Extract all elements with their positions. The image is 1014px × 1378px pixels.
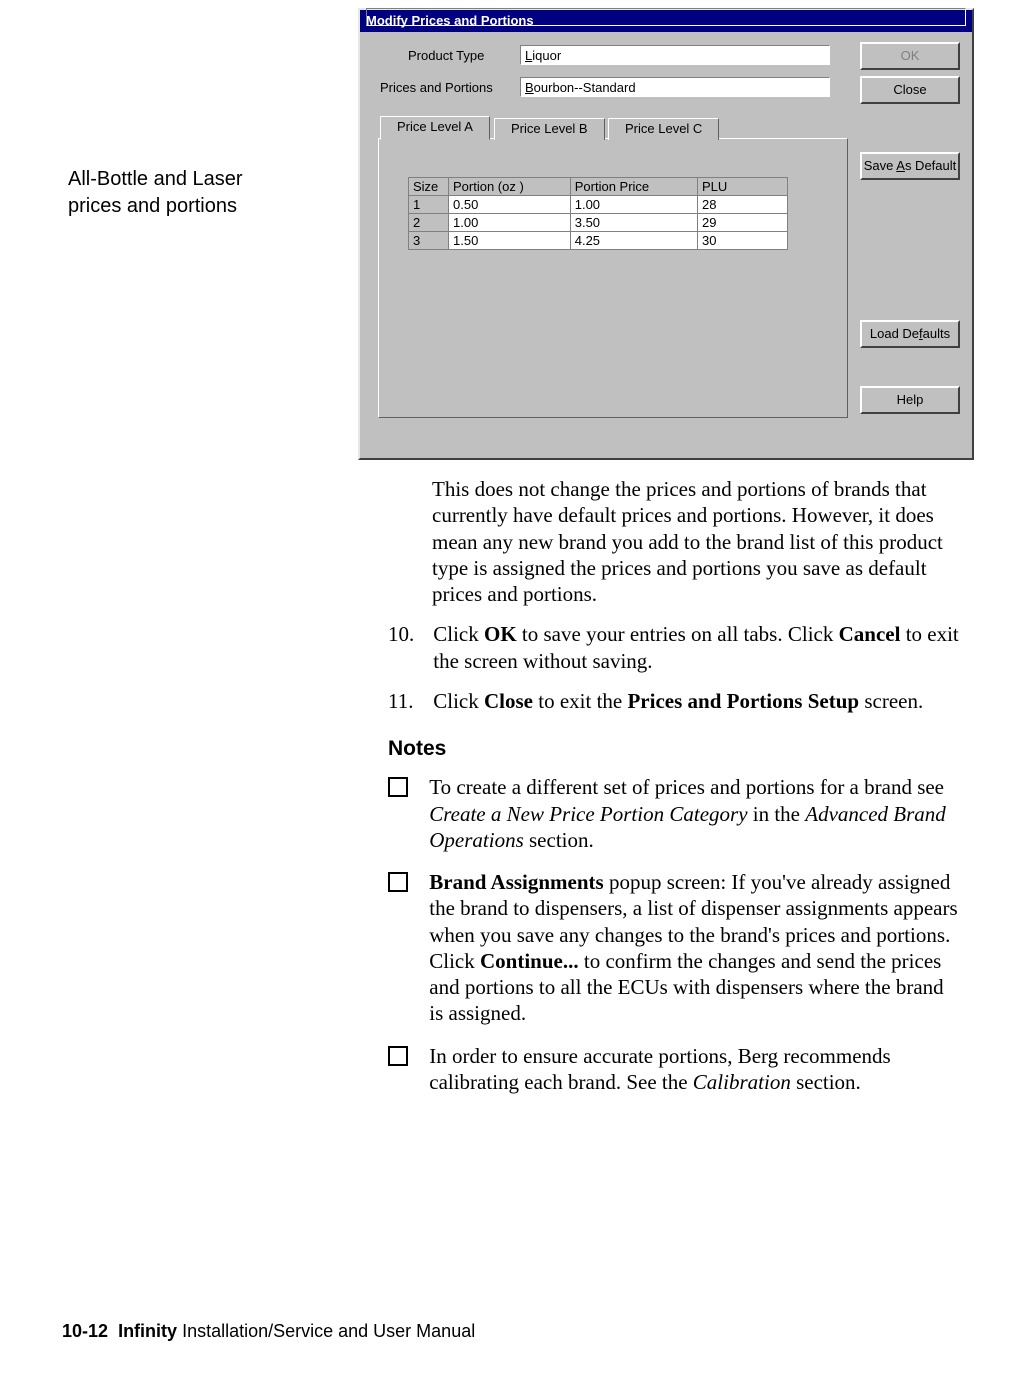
product-type-value: iquor bbox=[532, 48, 561, 63]
t: Prices and Portions Setup bbox=[627, 689, 859, 713]
t: section. bbox=[791, 1070, 861, 1094]
row-num: 2 bbox=[409, 214, 449, 232]
product-type-field[interactable]: Liquor bbox=[520, 45, 830, 65]
page-number: 10-12 bbox=[62, 1321, 108, 1341]
step-number: 10. bbox=[388, 621, 428, 647]
t: in the bbox=[748, 802, 806, 826]
checkbox-icon bbox=[388, 777, 408, 797]
t: section. bbox=[524, 828, 594, 852]
t: Cancel bbox=[839, 622, 901, 646]
tab-price-level-c[interactable]: Price Level C bbox=[608, 118, 719, 140]
row-num: 1 bbox=[409, 196, 449, 214]
note-3: In order to ensure accurate portions, Be… bbox=[388, 1043, 964, 1096]
notes-heading: Notes bbox=[388, 736, 964, 762]
t: Click bbox=[433, 689, 484, 713]
manual-subtitle: Installation/Service and User Manual bbox=[177, 1321, 475, 1341]
tab-price-level-a[interactable]: Price Level A bbox=[380, 116, 490, 140]
prices-portions-label: Prices and Portions bbox=[380, 80, 493, 95]
t: Click bbox=[433, 622, 484, 646]
grid-row[interactable]: 3 1.50 4.25 30 bbox=[409, 232, 788, 250]
save-default-accel: A bbox=[896, 158, 905, 173]
cell-plu[interactable]: 29 bbox=[698, 214, 788, 232]
product-type-label: Product Type bbox=[408, 48, 484, 63]
load-defaults-button[interactable]: Load Defaults bbox=[860, 320, 960, 348]
pp-accel: B bbox=[525, 80, 534, 95]
t: screen. bbox=[859, 689, 923, 713]
cell-portion[interactable]: 1.50 bbox=[449, 232, 571, 250]
prices-grid[interactable]: Size Portion (oz ) Portion Price PLU 1 0… bbox=[408, 177, 788, 250]
t: to exit the bbox=[533, 689, 627, 713]
grid-row[interactable]: 1 0.50 1.00 28 bbox=[409, 196, 788, 214]
cell-portion[interactable]: 1.00 bbox=[449, 214, 571, 232]
grid-header-row: Size Portion (oz ) Portion Price PLU bbox=[409, 178, 788, 196]
paragraph: This does not change the prices and port… bbox=[432, 476, 964, 607]
col-portion: Portion (oz ) bbox=[449, 178, 571, 196]
step-number: 11. bbox=[388, 688, 428, 714]
col-price: Portion Price bbox=[570, 178, 697, 196]
save-default-pre: Save bbox=[864, 158, 897, 173]
load-defaults-pre: Load De bbox=[870, 326, 919, 341]
margin-annotation: All-Bottle and Laser prices and portions bbox=[68, 166, 248, 220]
t: OK bbox=[484, 622, 517, 646]
body-text: This does not change the prices and port… bbox=[388, 476, 964, 1111]
t: to save your entries on all tabs. Click bbox=[517, 622, 839, 646]
cell-price[interactable]: 4.25 bbox=[570, 232, 697, 250]
col-size: Size bbox=[409, 178, 449, 196]
modify-prices-dialog: Modify Prices and Portions Product Type … bbox=[358, 8, 974, 460]
page-footer: 10-12 Infinity Installation/Service and … bbox=[62, 1321, 475, 1342]
col-plu: PLU bbox=[698, 178, 788, 196]
t: Brand Assignments bbox=[429, 870, 603, 894]
checkbox-icon bbox=[388, 1046, 408, 1066]
step-11: 11. Click Close to exit the Prices and P… bbox=[388, 688, 964, 714]
cell-portion[interactable]: 0.50 bbox=[449, 196, 571, 214]
t: Calibration bbox=[693, 1070, 791, 1094]
t: Continue... bbox=[480, 949, 579, 973]
checkbox-icon bbox=[388, 872, 408, 892]
t: Close bbox=[484, 689, 533, 713]
cell-price[interactable]: 1.00 bbox=[570, 196, 697, 214]
step-10: 10. Click OK to save your entries on all… bbox=[388, 621, 964, 674]
status-bar bbox=[366, 8, 966, 26]
note-1: To create a different set of prices and … bbox=[388, 774, 964, 853]
cell-price[interactable]: 3.50 bbox=[570, 214, 697, 232]
row-num: 3 bbox=[409, 232, 449, 250]
t: Create a New Price Portion Category bbox=[429, 802, 747, 826]
help-button[interactable]: Help bbox=[860, 386, 960, 414]
close-button[interactable]: Close bbox=[860, 76, 960, 104]
ok-button[interactable]: OK bbox=[860, 42, 960, 70]
pp-value: ourbon--Standard bbox=[534, 80, 636, 95]
tab-price-level-b[interactable]: Price Level B bbox=[494, 118, 605, 140]
cell-plu[interactable]: 30 bbox=[698, 232, 788, 250]
manual-name: Infinity bbox=[118, 1321, 177, 1341]
note-2: Brand Assignments popup screen: If you'v… bbox=[388, 869, 964, 1027]
prices-portions-field[interactable]: Bourbon--Standard bbox=[520, 77, 830, 97]
save-default-post: s Default bbox=[905, 158, 956, 173]
grid-row[interactable]: 2 1.00 3.50 29 bbox=[409, 214, 788, 232]
cell-plu[interactable]: 28 bbox=[698, 196, 788, 214]
save-as-default-button[interactable]: Save As Default bbox=[860, 152, 960, 180]
load-defaults-post: aults bbox=[923, 326, 950, 341]
t: To create a different set of prices and … bbox=[429, 775, 944, 799]
